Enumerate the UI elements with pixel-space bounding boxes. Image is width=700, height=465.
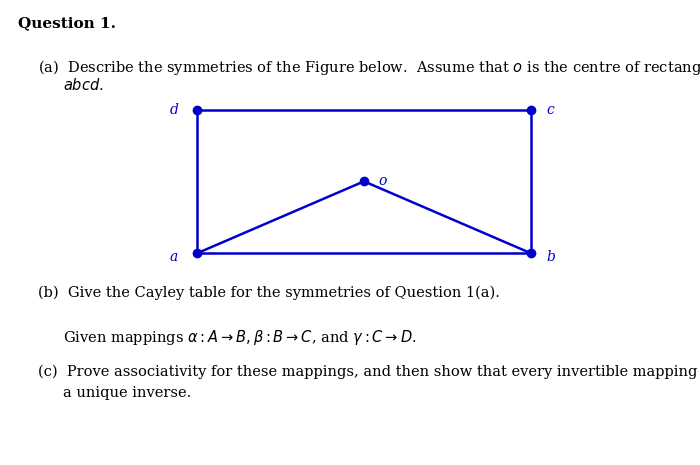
Text: a: a bbox=[170, 251, 178, 265]
Text: o: o bbox=[378, 174, 386, 188]
Text: Question 1.: Question 1. bbox=[18, 16, 116, 30]
Text: d: d bbox=[169, 103, 178, 117]
Text: Given mappings $\alpha : A \rightarrow B, \beta : B \rightarrow C$, and $\gamma : Given mappings $\alpha : A \rightarrow B… bbox=[63, 328, 416, 347]
Text: (b)  Give the Cayley table for the symmetries of Question 1(a).: (b) Give the Cayley table for the symmet… bbox=[38, 286, 500, 300]
Text: c: c bbox=[547, 103, 554, 117]
Text: a unique inverse.: a unique inverse. bbox=[63, 386, 191, 400]
Text: b: b bbox=[546, 251, 555, 265]
Text: (a)  Describe the symmetries of the Figure below.  Assume that $o$ is the centre: (a) Describe the symmetries of the Figur… bbox=[38, 58, 700, 77]
Text: (c)  Prove associativity for these mappings, and then show that every invertible: (c) Prove associativity for these mappin… bbox=[38, 365, 700, 379]
Text: $abcd$.: $abcd$. bbox=[63, 77, 104, 93]
